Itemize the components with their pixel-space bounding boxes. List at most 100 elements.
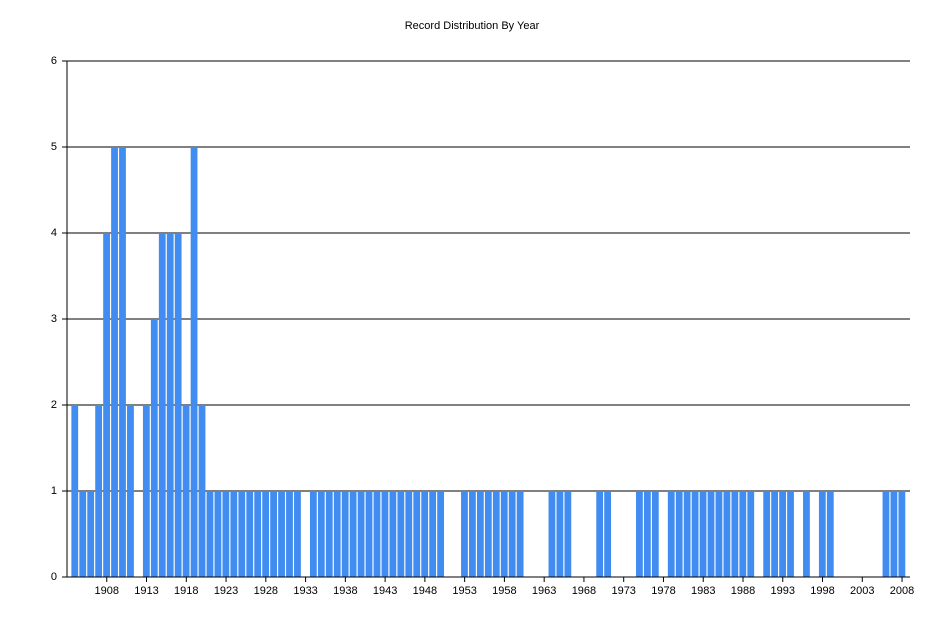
- bar: [95, 405, 103, 577]
- bar: [349, 491, 357, 577]
- x-tick-label: 1928: [254, 585, 278, 597]
- bar: [254, 491, 262, 577]
- bar: [739, 491, 747, 577]
- bar: [643, 491, 651, 577]
- bar: [206, 491, 214, 577]
- y-tick-label: 5: [51, 141, 57, 153]
- bar: [484, 491, 492, 577]
- x-tick-label: 1918: [174, 585, 198, 597]
- bar: [683, 491, 691, 577]
- y-tick-label: 4: [51, 227, 57, 239]
- bar: [516, 491, 524, 577]
- bar: [596, 491, 604, 577]
- bar: [500, 491, 508, 577]
- bar: [71, 405, 79, 577]
- x-tick-label: 1948: [413, 585, 437, 597]
- bar: [476, 491, 484, 577]
- bar: [142, 405, 150, 577]
- bar: [723, 491, 731, 577]
- bar: [365, 491, 373, 577]
- bar: [604, 491, 612, 577]
- bar: [309, 491, 317, 577]
- x-tick-label: 1963: [532, 585, 556, 597]
- bar: [166, 233, 174, 577]
- chart-title: Record Distribution By Year: [405, 20, 540, 32]
- bar: [556, 491, 564, 577]
- bar: [747, 491, 755, 577]
- bar: [294, 491, 301, 577]
- bar: [79, 491, 87, 577]
- bar: [508, 491, 516, 577]
- bar: [103, 233, 110, 577]
- bar: [763, 491, 771, 577]
- bar: [373, 491, 381, 577]
- bar: [492, 491, 500, 577]
- x-tick-label: 1968: [572, 585, 596, 597]
- bar: [270, 491, 277, 577]
- x-tick-label: 1908: [95, 585, 119, 597]
- bar: [278, 491, 285, 577]
- bar: [325, 491, 333, 577]
- x-tick-label: 1913: [134, 585, 158, 597]
- bar: [548, 491, 556, 577]
- bar: [238, 491, 246, 577]
- bar: [699, 491, 707, 577]
- bar: [667, 491, 675, 577]
- bar: [127, 405, 134, 577]
- bar: [890, 491, 898, 577]
- x-tick-label: 1933: [293, 585, 317, 597]
- bar: [898, 491, 906, 577]
- bar: [222, 491, 230, 577]
- bar: [803, 491, 810, 577]
- x-tick-label: 1923: [214, 585, 238, 597]
- bar: [731, 491, 739, 577]
- bar: [715, 491, 723, 577]
- bar: [150, 319, 158, 577]
- bar: [469, 491, 476, 577]
- bar: [691, 491, 699, 577]
- bar: [341, 491, 349, 577]
- bar: [564, 491, 572, 577]
- bar: [389, 491, 397, 577]
- bar: [818, 491, 826, 577]
- bar: [119, 147, 126, 577]
- bar: [174, 233, 182, 577]
- y-tick-label: 1: [51, 485, 57, 497]
- bar: [826, 491, 834, 577]
- bar: [357, 491, 365, 577]
- bar: [317, 491, 325, 577]
- x-tick-label: 1998: [810, 585, 834, 597]
- x-tick-label: 1973: [611, 585, 635, 597]
- bar: [405, 491, 413, 577]
- x-tick-label: 1988: [731, 585, 755, 597]
- bar: [882, 491, 890, 577]
- x-tick-label: 1938: [333, 585, 357, 597]
- x-tick-label: 2008: [890, 585, 914, 597]
- bar: [246, 491, 254, 577]
- bar: [437, 491, 445, 577]
- y-tick-label: 3: [51, 313, 57, 325]
- bar: [214, 491, 222, 577]
- y-tick-label: 6: [51, 55, 57, 67]
- bar: [190, 147, 198, 577]
- bar: [421, 491, 429, 577]
- bar: [111, 147, 118, 577]
- bar: [262, 491, 270, 577]
- bar: [286, 491, 293, 577]
- bar: [636, 491, 643, 577]
- bar: [381, 491, 389, 577]
- bar: [675, 491, 683, 577]
- bar: [413, 491, 421, 577]
- bar: [333, 491, 341, 577]
- bar: [198, 405, 206, 577]
- bar: [87, 491, 95, 577]
- bar: [707, 491, 715, 577]
- x-tick-label: 1943: [373, 585, 397, 597]
- y-tick-label: 2: [51, 399, 57, 411]
- bar: [651, 491, 659, 577]
- y-tick-label: 0: [51, 571, 57, 583]
- bar: [779, 491, 786, 577]
- bar: [461, 491, 468, 577]
- bar: [397, 491, 405, 577]
